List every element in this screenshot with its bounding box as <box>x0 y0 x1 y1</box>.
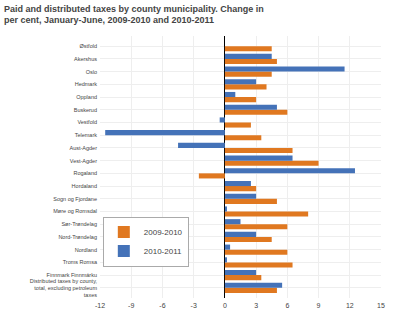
svg-text:Hedmark: Hedmark <box>75 81 98 87</box>
svg-text:0: 0 <box>223 302 227 309</box>
svg-text:Troms Romsa: Troms Romsa <box>63 259 98 265</box>
svg-text:Møre og Romsdal: Møre og Romsdal <box>53 208 97 214</box>
svg-text:Telemark: Telemark <box>75 132 98 138</box>
svg-text:12: 12 <box>346 302 354 309</box>
svg-text:Paid and distributed taxes by: Paid and distributed taxes by county mun… <box>4 4 264 26</box>
svg-text:Vest-Agder: Vest-Agder <box>70 158 97 164</box>
svg-text:Østfold: Østfold <box>80 43 97 49</box>
svg-text:2010-2011: 2010-2011 <box>144 247 182 256</box>
svg-text:-12: -12 <box>95 302 105 309</box>
svg-text:Buskerud: Buskerud <box>74 107 97 113</box>
svg-text:Aust-Agder: Aust-Agder <box>69 145 97 151</box>
svg-text:2009-2010: 2009-2010 <box>144 228 183 237</box>
svg-text:Distributed taxes by county,to: Distributed taxes by county,total, exclu… <box>30 278 98 298</box>
svg-text:Sør-Trøndelag: Sør-Trøndelag <box>61 221 97 227</box>
svg-text:6: 6 <box>285 302 289 309</box>
svg-text:Oslo: Oslo <box>86 69 97 75</box>
svg-text:Oppland: Oppland <box>76 94 97 100</box>
svg-text:-3: -3 <box>191 302 197 309</box>
svg-text:Rogaland: Rogaland <box>73 170 97 176</box>
svg-text:-9: -9 <box>128 302 134 309</box>
svg-text:3: 3 <box>254 302 258 309</box>
svg-text:Nord-Trøndelag: Nord-Trøndelag <box>58 234 97 240</box>
svg-text:Vestfold: Vestfold <box>77 119 97 125</box>
svg-text:Sogn og Fjordane: Sogn og Fjordane <box>53 196 97 202</box>
svg-text:-6: -6 <box>159 302 165 309</box>
svg-text:Finnmark Finnmárku: Finnmark Finnmárku <box>47 272 97 278</box>
svg-text:15: 15 <box>377 302 385 309</box>
svg-text:Nordland: Nordland <box>75 247 97 253</box>
svg-text:Akershus: Akershus <box>74 56 97 62</box>
svg-text:9: 9 <box>317 302 321 309</box>
svg-text:Hordaland: Hordaland <box>72 183 97 189</box>
